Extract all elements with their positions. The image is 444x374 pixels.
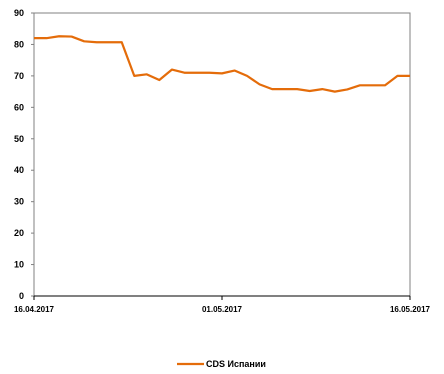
y-tick-label: 0 bbox=[19, 291, 24, 301]
x-tick-label: 16.04.2017 bbox=[14, 305, 55, 314]
y-tick-label: 10 bbox=[14, 260, 24, 270]
series-line bbox=[34, 35, 410, 93]
series-lines bbox=[34, 35, 410, 93]
legend: CDS Испании bbox=[177, 359, 266, 369]
plot-area-border bbox=[33, 12, 411, 297]
y-tick-label: 60 bbox=[14, 102, 24, 112]
y-tick-label: 30 bbox=[14, 197, 24, 207]
y-tick-label: 90 bbox=[14, 8, 24, 18]
chart-axes bbox=[33, 12, 411, 297]
x-axis-ticks: 16.04.2017 01.05.2017 16.05.2017 bbox=[14, 296, 431, 314]
y-tick-label: 20 bbox=[14, 228, 24, 238]
x-tick-label: 01.05.2017 bbox=[202, 305, 243, 314]
y-axis-ticks: 0 10 20 30 40 50 60 70 80 90 bbox=[14, 8, 34, 301]
y-tick-label: 50 bbox=[14, 134, 24, 144]
x-tick-label: 16.05.2017 bbox=[390, 305, 431, 314]
y-tick-label: 80 bbox=[14, 39, 24, 49]
y-tick-label: 70 bbox=[14, 71, 24, 81]
y-tick-label: 40 bbox=[14, 165, 24, 175]
legend-label: CDS Испании bbox=[206, 359, 266, 369]
